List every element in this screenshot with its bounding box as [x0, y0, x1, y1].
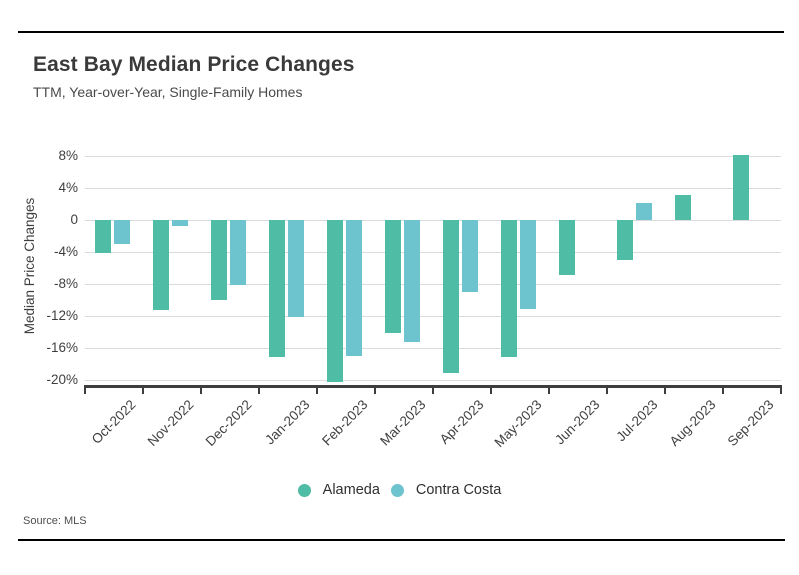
bar-alameda-feb-2023	[327, 220, 343, 382]
x-tick-label: Mar-2023	[377, 397, 429, 449]
contra-costa-dot-icon	[390, 483, 404, 497]
bar-alameda-dec-2022	[211, 220, 227, 300]
bar-contra-costa-may-2023	[520, 220, 536, 309]
y-tick-label: 8%	[58, 148, 78, 163]
x-tick-label: Jun-2023	[552, 397, 603, 448]
x-tick-label: Dec-2022	[202, 397, 255, 450]
x-tick-label: Apr-2023	[436, 397, 487, 447]
bottom-border	[18, 539, 785, 541]
x-tick-label: Jul-2023	[613, 397, 661, 445]
gridline	[85, 348, 781, 349]
x-axis-tick	[780, 388, 782, 394]
bar-alameda-jul-2023	[617, 220, 633, 260]
x-axis-tick	[84, 388, 86, 394]
legend-label-contra-costa: Contra Costa	[415, 482, 502, 498]
x-tick-label: Feb-2023	[319, 397, 371, 449]
y-tick-label: -4%	[53, 244, 78, 259]
x-axis-line	[84, 385, 782, 388]
x-axis-tick	[432, 388, 434, 394]
gridline	[85, 156, 781, 157]
chart-subtitle: TTM, Year-over-Year, Single-Family Homes	[33, 84, 303, 100]
y-axis-title: Median Price Changes	[22, 197, 37, 335]
x-axis-tick	[142, 388, 144, 394]
y-tick-label: 0	[70, 212, 78, 227]
bar-alameda-oct-2022	[95, 220, 111, 253]
bar-alameda-jun-2023	[559, 220, 575, 275]
bar-contra-costa-feb-2023	[346, 220, 362, 356]
source-note: Source: MLS	[23, 515, 87, 527]
x-axis-tick	[374, 388, 376, 394]
top-border	[18, 31, 784, 33]
bar-alameda-nov-2022	[153, 220, 169, 310]
gridline	[85, 188, 781, 189]
bar-contra-costa-mar-2023	[404, 220, 420, 342]
gridline	[85, 252, 781, 253]
bar-alameda-jan-2023	[269, 220, 285, 357]
y-tick-label: -8%	[53, 276, 78, 291]
x-tick-label: Oct-2022	[88, 397, 139, 447]
y-tick-label: -20%	[46, 372, 78, 387]
bar-contra-costa-apr-2023	[462, 220, 478, 292]
legend-item-alameda: Alameda	[297, 482, 380, 498]
x-axis-tick	[258, 388, 260, 394]
x-tick-label: Jan-2023	[262, 397, 313, 448]
x-axis-tick	[664, 388, 666, 394]
legend: Alameda Contra Costa	[0, 482, 799, 498]
x-axis-tick	[200, 388, 202, 394]
x-axis-tick	[722, 388, 724, 394]
y-tick-label: -16%	[46, 340, 78, 355]
bar-alameda-sep-2023	[733, 155, 749, 220]
x-axis-tick	[490, 388, 492, 394]
y-tick-label: 4%	[58, 180, 78, 195]
x-tick-label: May-2023	[491, 397, 545, 451]
legend-label-alameda: Alameda	[322, 482, 380, 498]
bar-contra-costa-dec-2022	[230, 220, 246, 285]
bar-alameda-apr-2023	[443, 220, 459, 373]
x-tick-label: Nov-2022	[144, 397, 197, 450]
legend-item-contra-costa: Contra Costa	[390, 482, 502, 498]
bar-alameda-may-2023	[501, 220, 517, 357]
x-axis-tick	[316, 388, 318, 394]
bar-contra-costa-nov-2022	[172, 220, 188, 226]
x-axis-tick	[606, 388, 608, 394]
bar-contra-costa-jul-2023	[636, 203, 652, 220]
gridline	[85, 220, 781, 221]
bar-alameda-aug-2023	[675, 195, 691, 220]
bar-alameda-mar-2023	[385, 220, 401, 333]
x-tick-label: Aug-2023	[666, 397, 719, 450]
y-tick-label: -12%	[46, 308, 78, 323]
bar-contra-costa-oct-2022	[114, 220, 130, 244]
bar-contra-costa-jan-2023	[288, 220, 304, 317]
gridline	[85, 380, 781, 381]
x-axis-tick	[548, 388, 550, 394]
chart-title: East Bay Median Price Changes	[33, 53, 355, 76]
gridline	[85, 316, 781, 317]
alameda-dot-icon	[297, 483, 311, 497]
x-tick-label: Sep-2023	[724, 397, 777, 450]
gridline	[85, 284, 781, 285]
